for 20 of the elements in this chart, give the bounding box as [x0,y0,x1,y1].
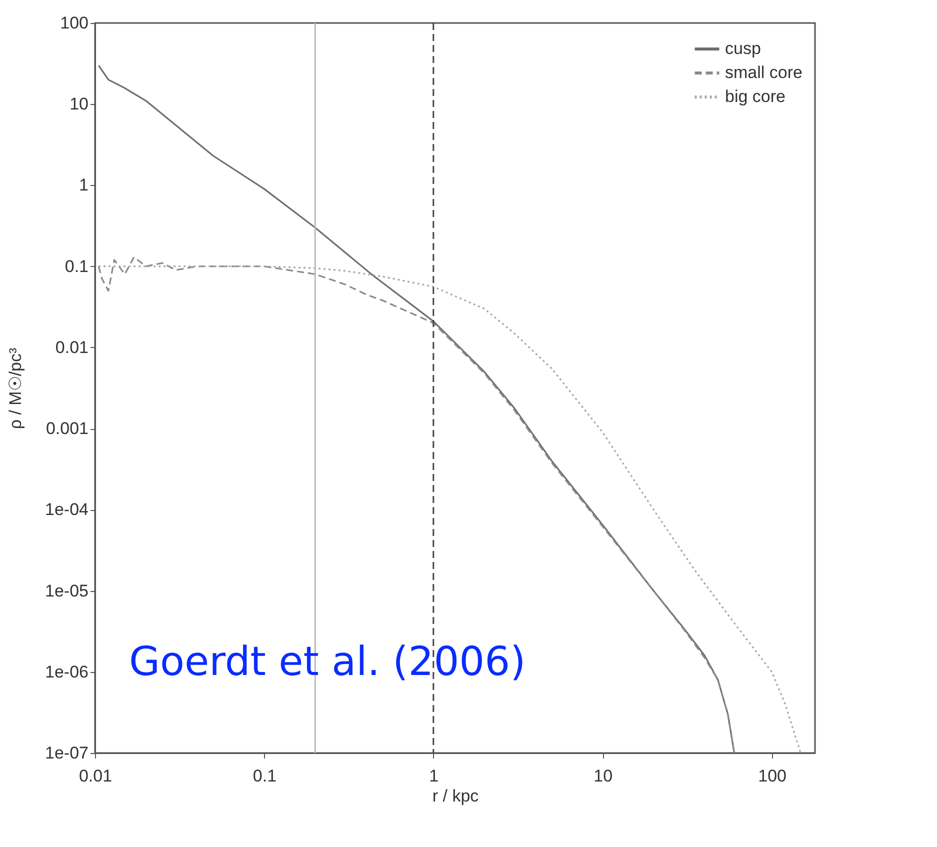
x-tick-label: 10 [594,766,613,786]
y-tick-label: 1e-05 [45,581,88,600]
legend-label: big core [725,87,786,106]
y-tick-label: 0.01 [55,338,88,357]
y-axis-title: ρ / M☉/pc³ [6,347,26,430]
x-tick-label: 1 [429,766,439,786]
y-tick-label: 1e-04 [45,500,88,520]
y-tick-label: 0.1 [64,256,88,276]
y-tick-label: 100 [60,14,88,32]
x-tick-label: 0.1 [252,766,277,786]
y-tick-label: 0.001 [46,419,88,438]
x-tick-label: 100 [758,766,786,786]
annotation: Goerdt et al. (2006) [129,639,526,685]
y-tick-label: 1 [79,176,88,195]
x-axis-title: r / kpc [432,786,480,806]
legend-label: small core [725,63,802,82]
y-tick-label: 1e-07 [45,744,88,762]
y-tick-label: 1e-06 [45,662,88,682]
legend-label: cusp [725,39,761,58]
y-tick-label: 10 [70,94,88,114]
